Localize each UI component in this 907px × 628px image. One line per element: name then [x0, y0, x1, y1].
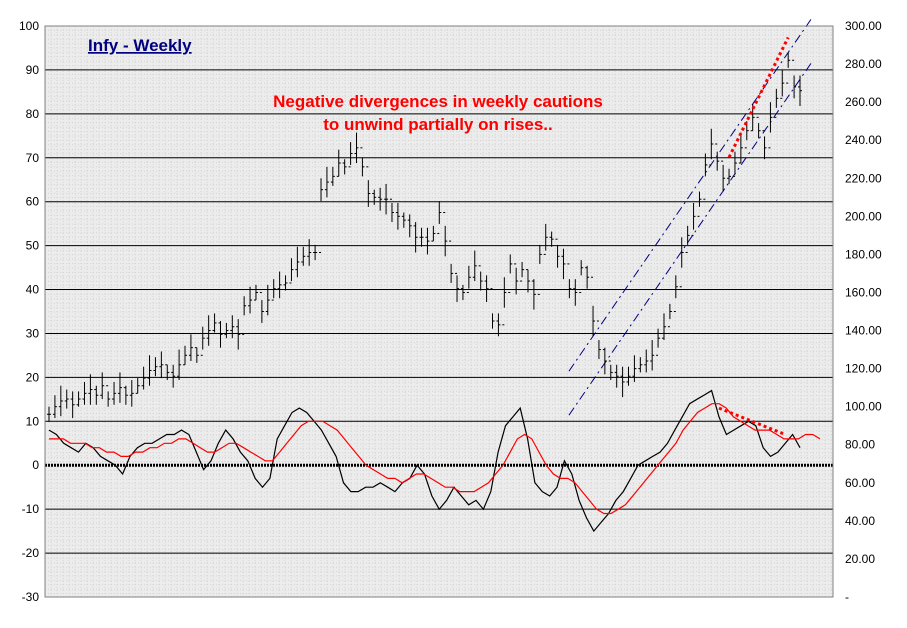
- left-tick-label: 30: [26, 326, 40, 340]
- annotation-line-2: to unwind partially on rises..: [323, 115, 553, 134]
- price-divergence-line: [727, 36, 790, 158]
- left-tick-label: 80: [26, 107, 40, 121]
- trend-channel: [568, 17, 813, 416]
- right-tick-label: 60.00: [845, 476, 875, 490]
- channel-line: [568, 17, 813, 372]
- oscillator-series: [48, 389, 821, 533]
- minor-grid: [45, 26, 833, 597]
- right-tick-label: 280.00: [845, 57, 882, 71]
- right-axis-ticks: 300.00 280.00 260.00 240.00 220.00 200.00 180.…: [845, 19, 882, 604]
- left-tick-label: 60: [26, 195, 40, 209]
- right-tick-label: 300.00: [845, 19, 882, 33]
- right-tick-label: 40.00: [845, 514, 875, 528]
- right-tick-label: -: [845, 590, 849, 604]
- left-tick-label: -20: [22, 546, 40, 560]
- left-tick-label: 70: [26, 151, 40, 165]
- right-tick-label: 160.00: [845, 285, 882, 299]
- right-tick-label: 20.00: [845, 552, 875, 566]
- right-tick-label: 100.00: [845, 400, 882, 414]
- right-tick-label: 220.00: [845, 171, 882, 185]
- divergence-lines: [718, 36, 790, 436]
- plot-border: [44, 25, 834, 598]
- right-tick-label: 240.00: [845, 133, 882, 147]
- right-tick-label: 260.00: [845, 95, 882, 109]
- left-tick-label: -30: [22, 590, 40, 604]
- left-tick-label: 20: [26, 370, 40, 384]
- right-tick-label: 80.00: [845, 438, 875, 452]
- right-tick-label: 120.00: [845, 362, 882, 376]
- left-tick-label: 90: [26, 63, 40, 77]
- left-tick-label: -10: [22, 502, 40, 516]
- left-tick-label: 0: [32, 458, 39, 472]
- annotation-line-1: Negative divergences in weekly cautions: [273, 92, 603, 111]
- left-tick-label: 40: [26, 283, 40, 297]
- channel-line: [568, 61, 813, 416]
- right-tick-label: 140.00: [845, 324, 882, 338]
- signal-line: [49, 403, 821, 515]
- chart-title: Infy - Weekly: [88, 36, 192, 55]
- left-tick-label: 10: [26, 414, 40, 428]
- right-tick-label: 200.00: [845, 209, 882, 223]
- right-tick-label: 180.00: [845, 247, 882, 261]
- left-tick-label: 100: [19, 19, 39, 33]
- left-tick-label: 50: [26, 239, 40, 253]
- price-series: [47, 52, 802, 422]
